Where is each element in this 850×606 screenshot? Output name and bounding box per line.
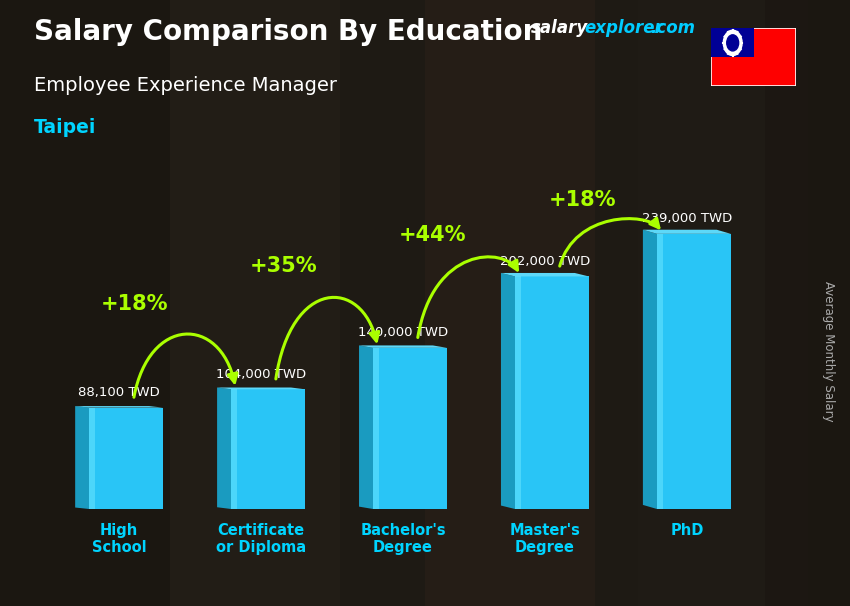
Polygon shape xyxy=(501,273,515,509)
Text: 88,100 TWD: 88,100 TWD xyxy=(78,386,160,399)
Bar xyxy=(711,28,754,58)
Bar xyxy=(231,389,305,509)
Text: Taipei: Taipei xyxy=(34,118,96,137)
Text: 239,000 TWD: 239,000 TWD xyxy=(642,212,732,225)
Text: salary: salary xyxy=(531,19,588,38)
Text: explorer: explorer xyxy=(584,19,663,38)
Text: 140,000 TWD: 140,000 TWD xyxy=(358,326,448,339)
Bar xyxy=(657,234,731,509)
Text: .com: .com xyxy=(650,19,695,38)
Text: Bachelor's
Degree: Bachelor's Degree xyxy=(360,523,446,555)
Text: Master's
Degree: Master's Degree xyxy=(509,523,581,555)
Bar xyxy=(373,348,447,509)
Bar xyxy=(657,234,663,509)
Polygon shape xyxy=(75,406,163,408)
Polygon shape xyxy=(359,345,447,348)
Text: +35%: +35% xyxy=(250,256,318,276)
Text: Certificate
or Diploma: Certificate or Diploma xyxy=(216,523,306,555)
Polygon shape xyxy=(643,230,657,509)
Text: +18%: +18% xyxy=(101,294,168,314)
Polygon shape xyxy=(75,406,89,509)
Polygon shape xyxy=(359,345,373,509)
Text: +18%: +18% xyxy=(548,190,615,210)
Polygon shape xyxy=(643,230,731,234)
Polygon shape xyxy=(217,387,305,389)
Text: PhD: PhD xyxy=(670,523,704,538)
Bar xyxy=(515,276,521,509)
FancyArrowPatch shape xyxy=(276,298,379,379)
Text: 104,000 TWD: 104,000 TWD xyxy=(216,368,306,381)
Polygon shape xyxy=(501,273,589,276)
FancyArrowPatch shape xyxy=(134,334,237,398)
Text: Employee Experience Manager: Employee Experience Manager xyxy=(34,76,337,95)
Text: +44%: +44% xyxy=(400,225,467,245)
FancyArrowPatch shape xyxy=(559,218,659,266)
Circle shape xyxy=(723,30,742,56)
FancyArrowPatch shape xyxy=(418,257,518,338)
Text: Average Monthly Salary: Average Monthly Salary xyxy=(822,281,836,422)
Circle shape xyxy=(727,35,739,51)
Bar xyxy=(373,348,379,509)
Bar xyxy=(231,389,237,509)
Text: 202,000 TWD: 202,000 TWD xyxy=(500,255,590,268)
Text: Salary Comparison By Education: Salary Comparison By Education xyxy=(34,18,542,46)
Bar xyxy=(89,408,95,509)
Bar xyxy=(89,408,163,509)
Bar xyxy=(515,276,589,509)
Polygon shape xyxy=(217,387,231,509)
Text: High
School: High School xyxy=(92,523,146,555)
